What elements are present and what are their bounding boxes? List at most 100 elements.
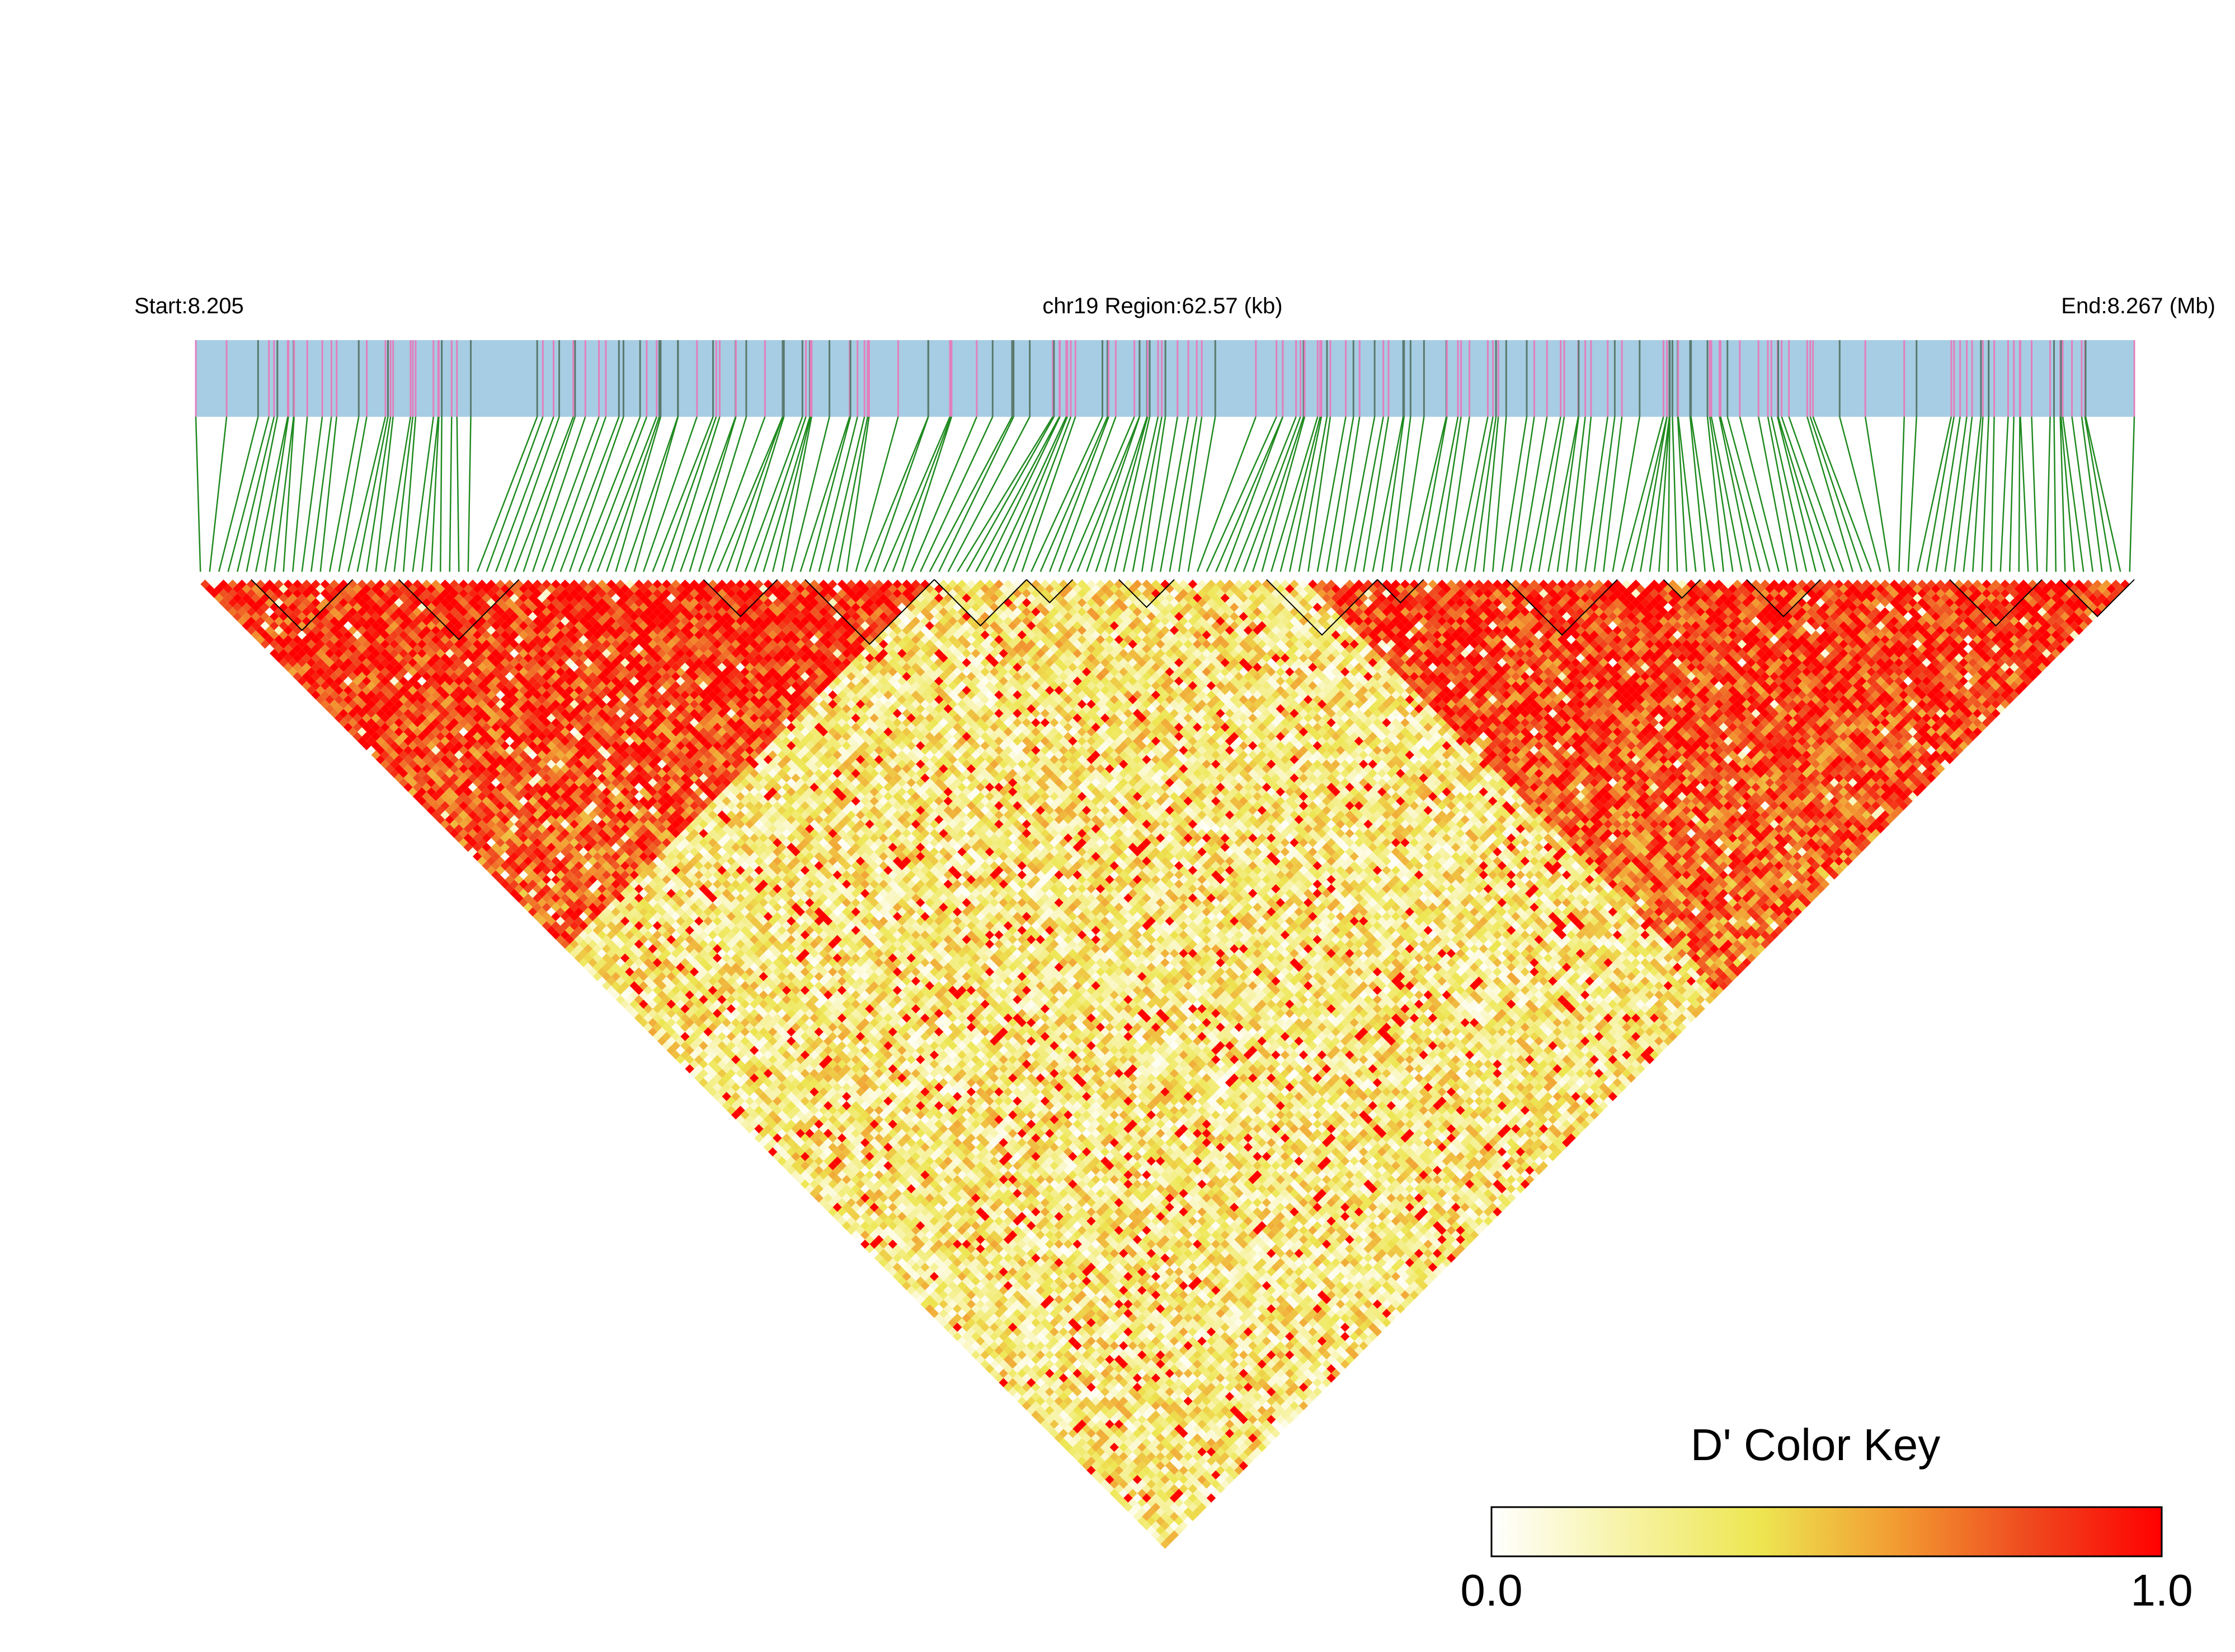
snp-position-line	[292, 416, 308, 572]
snp-position-line	[1427, 416, 1459, 572]
snp-position-line	[421, 416, 439, 572]
snp-position-line	[1455, 416, 1489, 572]
snp-position-line	[1206, 416, 1277, 572]
snp-position-line	[541, 416, 600, 572]
snp-position-line	[1658, 416, 1671, 572]
snp-position-line	[735, 416, 785, 572]
snp-position-line	[338, 416, 368, 572]
snp-position-line	[836, 416, 869, 572]
snp-position-line	[1104, 416, 1149, 572]
snp-position-line	[274, 416, 295, 572]
snp-position-line	[1806, 416, 1853, 572]
snp-position-line	[218, 416, 259, 572]
region-start-label: Start:8.205	[134, 294, 244, 318]
snp-position-line	[1630, 416, 1668, 572]
snp-position-line	[615, 416, 662, 572]
snp-position-line	[1584, 416, 1608, 572]
snp-position-line	[1726, 416, 1771, 572]
snp-position-line	[2009, 416, 2015, 572]
snp-position-line	[467, 416, 472, 572]
snp-position-line	[680, 416, 737, 572]
snp-position-line	[799, 416, 850, 572]
snp-position-line	[1234, 416, 1297, 572]
snp-position-line	[1446, 416, 1470, 572]
snp-position-line	[310, 416, 332, 572]
ld-matrix-cells	[200, 580, 2130, 1549]
snp-position-line	[966, 416, 1055, 572]
snp-position-line	[1575, 416, 1592, 572]
snp-position-line	[1215, 416, 1284, 572]
snp-position-line	[1464, 416, 1494, 572]
snp-position-line	[1677, 416, 1687, 572]
snp-position-line	[504, 416, 560, 572]
snp-position-line	[1511, 416, 1535, 572]
snp-position-line	[1649, 416, 1671, 572]
snp-position-line	[1720, 416, 1761, 572]
snp-position-line	[1907, 416, 1918, 572]
snp-position-line	[763, 416, 811, 572]
snp-position-line	[1501, 416, 1528, 572]
snp-position-line	[449, 416, 453, 572]
snp-position-line	[1437, 416, 1462, 572]
snp-position-line	[1353, 416, 1384, 572]
snp-position-line	[1981, 416, 1989, 572]
snp-position-line	[1141, 416, 1166, 572]
snp-position-line	[1776, 416, 1817, 572]
snp-position-line	[772, 416, 812, 572]
snp-position-line	[1409, 416, 1447, 572]
snp-position-line	[1187, 416, 1216, 572]
snp-position-line	[1963, 416, 1982, 572]
snp-position-line	[1839, 416, 1881, 572]
snp-position-line	[1390, 416, 1411, 572]
snp-position-line	[1739, 416, 1780, 572]
snp-position-line	[643, 416, 698, 572]
snp-position-line	[1261, 416, 1306, 572]
snp-position-line	[717, 416, 784, 572]
snp-position-line	[984, 416, 1061, 572]
snp-position-line	[366, 416, 392, 572]
snp-position-line	[1672, 416, 1678, 572]
snp-position-line	[1767, 416, 1798, 572]
snp-position-line	[375, 416, 394, 572]
snp-position-line	[1483, 416, 1499, 572]
snp-position-line	[2129, 416, 2135, 572]
region-end-label: End:8.267 (Mb)	[2061, 294, 2215, 318]
snp-position-line	[1132, 416, 1163, 572]
snp-position-line	[1372, 416, 1404, 572]
snp-position-line	[1271, 416, 1319, 572]
snp-position-line	[2081, 416, 2103, 572]
snp-position-line	[791, 416, 830, 572]
snp-position-line	[1418, 416, 1448, 572]
snp-position-line	[1809, 416, 1863, 572]
snp-position-line	[781, 416, 812, 572]
snp-position-line	[1003, 416, 1068, 572]
snp-position-line	[661, 416, 717, 572]
snp-position-line	[2053, 416, 2057, 572]
snp-position-line	[1316, 416, 1347, 572]
snp-position-line	[726, 416, 784, 572]
snp-position-line	[1363, 416, 1390, 572]
snp-position-line	[809, 416, 851, 572]
snp-position-line	[855, 416, 899, 572]
snp-position-line	[596, 416, 657, 572]
snp-position-line	[1719, 416, 1752, 572]
snp-position-line	[1757, 416, 1789, 572]
snp-position-line	[1031, 416, 1103, 572]
snp-position-line	[957, 416, 1053, 572]
snp-position-line	[1991, 416, 1995, 572]
snp-position-line	[1307, 416, 1331, 572]
snp-position-line	[209, 416, 228, 572]
snp-position-line	[1706, 416, 1724, 572]
snp-position-line	[1935, 416, 1961, 572]
gene-track	[195, 340, 2135, 417]
snp-position-line	[532, 416, 586, 572]
snp-position-line	[1781, 416, 1835, 572]
snp-position-line	[550, 416, 607, 572]
snp-position-line	[1529, 416, 1561, 572]
snp-position-line	[1169, 416, 1198, 572]
snp-position-line	[1667, 416, 1671, 572]
snp-position-line	[1689, 416, 1706, 572]
snp-position-line	[624, 416, 679, 572]
snp-position-line	[929, 416, 1013, 572]
